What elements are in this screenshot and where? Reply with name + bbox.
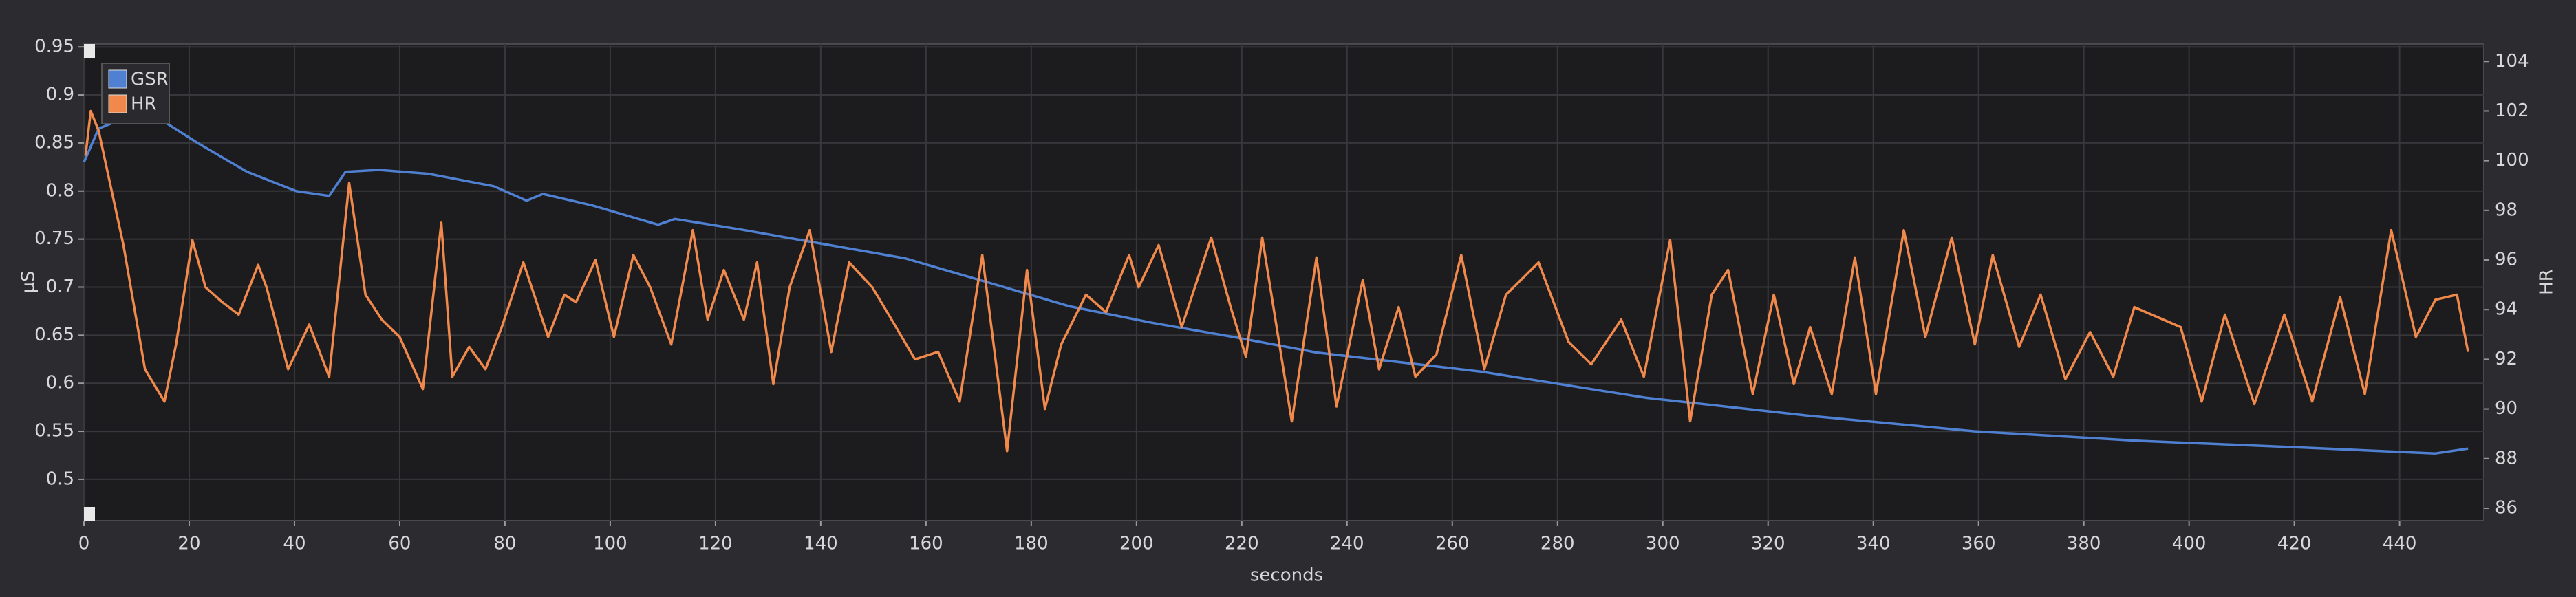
y-tick-label: 0.6: [46, 373, 74, 393]
y-tick-label: 0.55: [34, 421, 74, 442]
y-tick-label: 0.9: [46, 85, 74, 105]
range-handle: [84, 507, 95, 521]
x-tick-label: 380: [2067, 534, 2101, 554]
x-tick-label: 300: [1646, 534, 1680, 554]
x-tick-label: 240: [1330, 534, 1364, 554]
x-tick-label: 20: [178, 534, 200, 554]
y2-axis-label: HR: [2537, 269, 2557, 295]
legend-swatch: [108, 94, 127, 113]
x-tick-label: 40: [283, 534, 305, 554]
range-handle: [84, 44, 95, 58]
x-tick-label: 160: [909, 534, 943, 554]
x-tick-label: 180: [1014, 534, 1049, 554]
y-axis-label: µS: [19, 270, 39, 293]
x-tick-label: 360: [1962, 534, 1996, 554]
x-tick-label: 0: [78, 534, 90, 554]
y2-tick-label: 100: [2495, 150, 2529, 171]
y-tick-label: 0.65: [34, 325, 74, 345]
legend-label: HR: [131, 94, 157, 115]
grid: [83, 44, 2484, 521]
x-tick-label: 200: [1119, 534, 1154, 554]
x-tick-label: 100: [593, 534, 627, 554]
y2-tick-label: 98: [2495, 199, 2518, 220]
axes: 0 20 40 60 80 100 120 140 160 180 200 220 240 260 280 3…: [34, 36, 2529, 554]
x-tick-label: 280: [1541, 534, 1575, 554]
x-tick-label: 80: [493, 534, 516, 554]
y2-tick-label: 86: [2495, 497, 2518, 518]
x-tick-label: 320: [1751, 534, 1785, 554]
y2-tick-label: 92: [2495, 349, 2518, 369]
legend: GSR HR: [101, 63, 170, 124]
x-tick-label: 420: [2277, 534, 2312, 554]
y2-tick-label: 104: [2495, 51, 2529, 72]
x-tick-label: 140: [804, 534, 838, 554]
y2-tick-label: 90: [2495, 398, 2518, 419]
legend-label: GSR: [131, 69, 169, 90]
x-axis-label: seconds: [1250, 565, 1323, 586]
y-tick-label: 0.8: [46, 180, 74, 201]
y-tick-label: 0.7: [46, 276, 74, 297]
x-tick-label: 220: [1225, 534, 1259, 554]
legend-swatch: [108, 69, 127, 89]
y-tick-label: 0.95: [34, 36, 74, 57]
y2-tick-label: 94: [2495, 299, 2518, 320]
y2-tick-label: 102: [2495, 100, 2529, 121]
y-tick-label: 0.75: [34, 228, 74, 249]
x-tick-label: 340: [1856, 534, 1891, 554]
y2-tick-label: 96: [2495, 250, 2518, 270]
plot-area: [83, 43, 2484, 521]
x-tick-label: 440: [2383, 534, 2417, 554]
series-line: [83, 120, 2469, 455]
x-tick-label: 60: [388, 534, 411, 554]
x-tick-label: 260: [1435, 534, 1470, 554]
y2-tick-label: 88: [2495, 448, 2518, 468]
y-tick-label: 0.85: [34, 132, 74, 153]
series-line: [84, 109, 2469, 453]
x-tick-label: 120: [698, 534, 733, 554]
lines: [83, 109, 2469, 455]
x-tick-label: 400: [2172, 534, 2207, 554]
y-tick-label: 0.5: [46, 468, 74, 489]
